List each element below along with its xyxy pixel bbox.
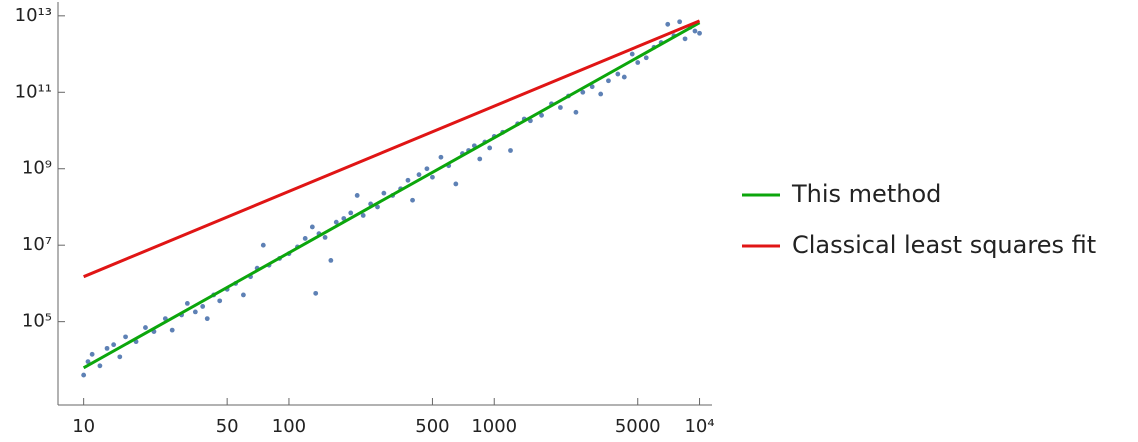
point <box>241 292 246 298</box>
point <box>81 372 87 378</box>
point <box>348 210 354 216</box>
point <box>598 91 604 97</box>
x-tick-label: 500 <box>415 416 449 437</box>
point <box>580 89 586 95</box>
x-tick-label: 1000 <box>471 416 517 437</box>
point <box>117 354 123 360</box>
point <box>697 30 702 36</box>
point <box>430 174 435 180</box>
x-tick-label: 5000 <box>615 416 661 437</box>
point <box>111 342 117 348</box>
point <box>635 60 641 65</box>
point <box>410 197 415 203</box>
point <box>629 51 635 57</box>
point <box>539 112 544 118</box>
point <box>615 71 621 77</box>
line <box>82 21 701 370</box>
point <box>169 327 175 333</box>
point <box>313 290 319 296</box>
point <box>354 193 360 198</box>
x-tick-label: 100 <box>272 416 306 437</box>
point <box>184 301 190 306</box>
point <box>643 55 649 61</box>
y-tick-label: 10⁹ <box>22 158 52 179</box>
point <box>424 166 430 172</box>
y-tick-label: 10⁵ <box>22 311 52 332</box>
point <box>381 190 387 196</box>
point <box>217 298 223 304</box>
point <box>333 219 339 225</box>
x-tick-label: 50 <box>216 416 239 437</box>
point <box>89 351 95 357</box>
legend-label: Classical least squares fit <box>792 231 1096 259</box>
point <box>692 28 698 34</box>
point <box>322 234 328 240</box>
y-tick-label: 10¹¹ <box>15 81 52 102</box>
y-tick-label: 10¹³ <box>15 5 52 26</box>
point <box>589 84 595 90</box>
point <box>606 78 611 84</box>
point <box>97 363 103 369</box>
point <box>477 156 483 162</box>
point <box>328 258 334 263</box>
point <box>665 21 671 27</box>
point <box>682 36 688 42</box>
x-tick-label: 10⁴ <box>684 416 714 437</box>
point <box>487 145 493 151</box>
legend-label: This method <box>791 180 941 208</box>
point <box>360 213 366 218</box>
point <box>438 154 444 160</box>
point <box>557 105 563 110</box>
point <box>416 172 422 178</box>
x-tick-label: 10 <box>72 416 95 437</box>
line <box>83 19 701 279</box>
point <box>405 177 411 183</box>
point <box>85 359 91 365</box>
point <box>302 236 308 241</box>
point <box>260 242 266 248</box>
point <box>200 304 206 309</box>
point <box>309 224 315 230</box>
point <box>204 316 210 322</box>
point <box>123 334 128 340</box>
point <box>375 204 380 210</box>
point <box>573 109 579 115</box>
point <box>621 74 627 80</box>
point <box>677 19 683 25</box>
point <box>192 309 198 315</box>
point <box>453 181 459 187</box>
y-tick-label: 10⁷ <box>22 234 52 255</box>
point <box>508 148 513 153</box>
point <box>143 325 148 330</box>
point <box>104 345 110 351</box>
